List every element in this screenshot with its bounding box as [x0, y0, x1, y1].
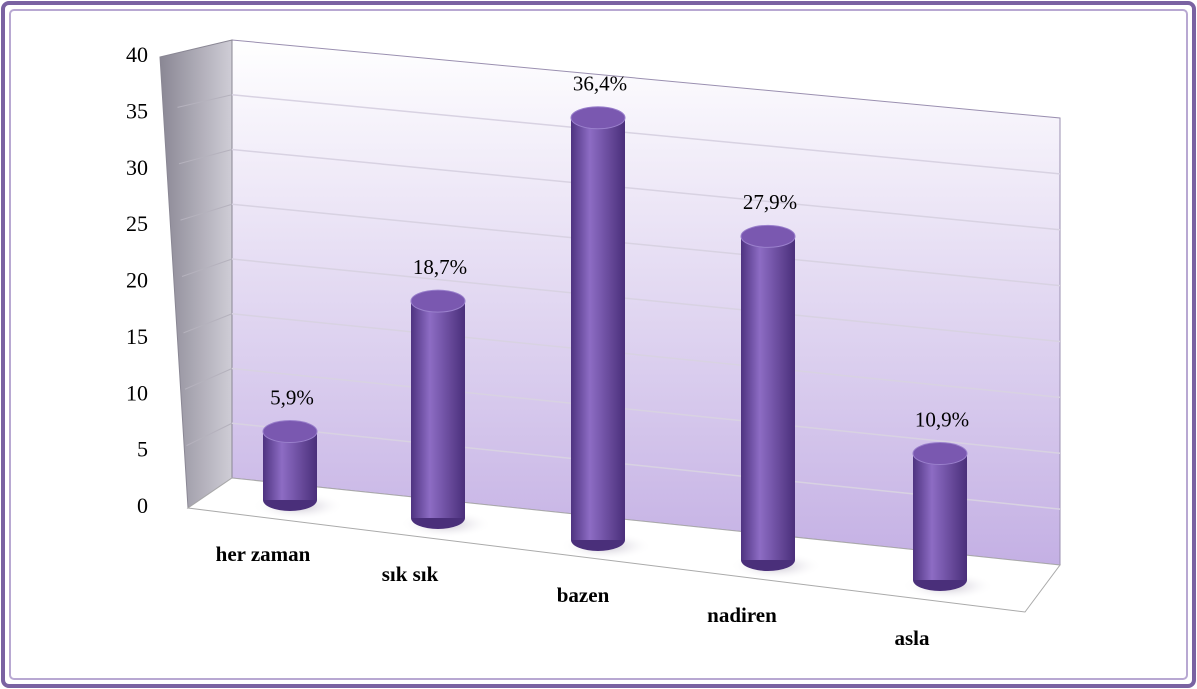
x-tick-label: asla — [894, 626, 930, 650]
value-label: 27,9% — [743, 190, 797, 214]
side-grid-line — [183, 313, 233, 334]
grid-line — [231, 148, 1061, 231]
y-tick-label: 30 — [126, 155, 148, 180]
bar — [571, 117, 625, 540]
bar-top — [570, 106, 626, 130]
side-grid-line — [180, 203, 233, 221]
x-tick-label: nadiren — [707, 603, 777, 627]
bar — [411, 301, 465, 518]
bar-top — [912, 442, 968, 466]
y-tick-label: 5 — [137, 437, 148, 462]
grid-line — [231, 94, 1061, 175]
y-tick-label: 40 — [126, 42, 148, 67]
side-grid-line — [181, 258, 233, 277]
bar-top — [410, 289, 466, 313]
bar-top — [262, 420, 318, 444]
y-tick-label: 35 — [126, 98, 148, 123]
bar — [741, 236, 795, 561]
grid-line — [231, 258, 1061, 343]
side-grid-line — [177, 94, 233, 108]
value-label: 18,7% — [413, 255, 467, 279]
bar-top — [740, 224, 796, 248]
side-grid-line — [186, 422, 233, 447]
value-label: 5,9% — [270, 385, 314, 409]
y-tick-label: 20 — [126, 268, 148, 293]
x-tick-label: bazen — [557, 583, 610, 607]
grid-line — [231, 313, 1061, 399]
y-tick-label: 0 — [137, 493, 148, 518]
value-label: 36,4% — [573, 72, 627, 96]
y-tick-label: 10 — [126, 380, 148, 405]
y-tick-label: 25 — [126, 211, 148, 236]
y-tick-label: 15 — [126, 324, 148, 349]
grid-line — [231, 203, 1061, 287]
side-grid-line — [184, 368, 233, 390]
x-tick-label: her zaman — [216, 542, 311, 566]
frame-inner — [9, 9, 1188, 680]
bar — [913, 453, 967, 580]
side-grid-line — [178, 149, 233, 165]
x-tick-label: sık sık — [382, 562, 439, 586]
value-label: 10,9% — [915, 407, 969, 431]
grid-line — [231, 367, 1061, 454]
